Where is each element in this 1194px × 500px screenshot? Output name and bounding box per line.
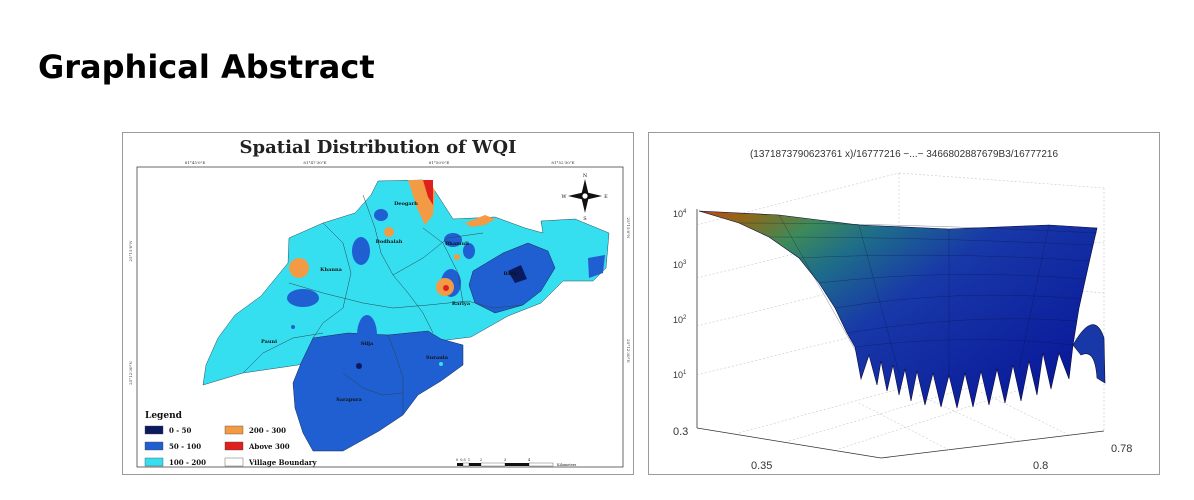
legend-label: Above 300	[248, 442, 290, 451]
map-frame	[136, 166, 624, 468]
legend-swatch-0-50	[144, 425, 164, 435]
left-tick-label: 25°12'30"N	[128, 361, 133, 385]
scale-tick: 2	[480, 458, 482, 462]
legend-swatch-100-200	[144, 457, 164, 467]
surface-mesh	[698, 210, 1098, 409]
village-label: Silja	[361, 341, 374, 347]
zone-200-300	[465, 215, 495, 227]
legend-swatch-50-100	[144, 441, 164, 451]
top-tick-label: 81°45'0"E	[185, 160, 206, 165]
scale-tick: 0.5	[460, 458, 466, 462]
zone-50-100	[463, 243, 475, 259]
zone-0-50	[508, 265, 527, 283]
legend-title: Legend	[145, 411, 183, 421]
zone-200-300	[454, 254, 460, 260]
zone-50-100	[287, 289, 319, 307]
surface-plot-figure: (1371873790623761 x)/16777216 −...− 3466…	[648, 132, 1160, 475]
legend-swatch-above-300	[224, 441, 244, 451]
zone-200-300	[289, 258, 309, 278]
surface-mesh	[1072, 324, 1106, 384]
legend-label: 200 - 300	[249, 426, 286, 435]
zone-50-100	[588, 255, 605, 278]
top-tick-label: 81°52'30"E	[551, 160, 574, 165]
z-tick-label: 102	[673, 315, 687, 325]
page-heading: Graphical Abstract	[38, 48, 375, 86]
y-tick-label: 0.8	[1033, 460, 1048, 472]
village-label: Bodhalah	[376, 239, 403, 245]
map-title: Spatial Distribution of WQI	[240, 137, 517, 158]
z-tick-label: 104	[673, 209, 687, 219]
village-label: Suraula	[426, 355, 449, 361]
village-label: Pauni	[261, 339, 277, 345]
scale-tick: 0	[456, 458, 458, 462]
mesh-lines	[738, 214, 1098, 378]
z-tick-label: 103	[673, 260, 687, 270]
legend-swatch-200-300	[224, 425, 244, 435]
surface-title: (1371873790623761 x)/16777216 −...− 3466…	[750, 149, 1059, 160]
map-legend: Legend 0 - 50 50 - 100 100 - 200 200 - 3…	[144, 411, 317, 467]
zone-50-100	[291, 325, 295, 329]
top-tick-label: 81°47'30"E	[303, 160, 326, 165]
north-arrow: N S E W	[561, 173, 608, 222]
scale-tick: 3	[504, 458, 506, 462]
legend-label: 100 - 200	[169, 458, 206, 467]
zone-0-50	[356, 363, 362, 369]
zone-200-300	[384, 227, 394, 237]
zone-100-200	[202, 179, 610, 386]
right-tick-label: 25°15'0"N	[626, 217, 631, 239]
village-label: Rariya	[452, 301, 471, 307]
wqi-map-svg: Spatial Distribution of WQI 81°45'0"E 81…	[128, 137, 631, 468]
zone-above-300	[423, 180, 433, 205]
zone-100-200	[439, 362, 443, 366]
legend-label: 50 - 100	[169, 442, 201, 451]
east-label: E	[604, 194, 608, 200]
village-label: Sarapura	[336, 397, 362, 403]
wqi-map-figure: Spatial Distribution of WQI 81°45'0"E 81…	[122, 132, 634, 475]
zone-50-100	[292, 330, 464, 452]
y-tick-label: 0.78	[1111, 443, 1132, 455]
zone-50-100	[357, 315, 377, 355]
scale-bar: 0 0.5 1 2 3 4 Kilometers	[456, 458, 577, 467]
surface-plot-svg: (1371873790623761 x)/16777216 −...− 3466…	[673, 149, 1132, 472]
legend-label: Village Boundary	[248, 458, 317, 467]
village-label: Bara	[503, 271, 517, 277]
z-tick-label: 101	[673, 370, 687, 380]
x-tick-label: 0.35	[751, 460, 772, 472]
scale-tick: 4	[528, 458, 531, 462]
zone-50-100	[374, 209, 388, 221]
village-label: Deogarh	[394, 201, 418, 207]
scale-unit: Kilometers	[557, 463, 577, 467]
south-label: S	[583, 216, 587, 222]
legend-label: 0 - 50	[169, 426, 192, 435]
zone-above-300	[443, 285, 449, 291]
axis-box	[696, 209, 1105, 459]
zone-50-100	[352, 237, 370, 265]
legend-swatch-village-boundary	[224, 457, 244, 467]
top-tick-label: 81°50'0"E	[429, 160, 450, 165]
west-label: W	[561, 194, 567, 200]
village-boundaries	[242, 194, 524, 415]
left-tick-label: 25°15'0"N	[128, 240, 133, 262]
scale-tick: 1	[468, 458, 470, 462]
zone-50-100	[468, 242, 556, 314]
x-tick-label: 0.3	[673, 426, 688, 438]
right-tick-label: 25°12'30"N	[626, 339, 631, 363]
village-label: Bhamuli	[445, 241, 469, 247]
village-label: Khanna	[320, 267, 342, 273]
north-label: N	[583, 173, 588, 179]
